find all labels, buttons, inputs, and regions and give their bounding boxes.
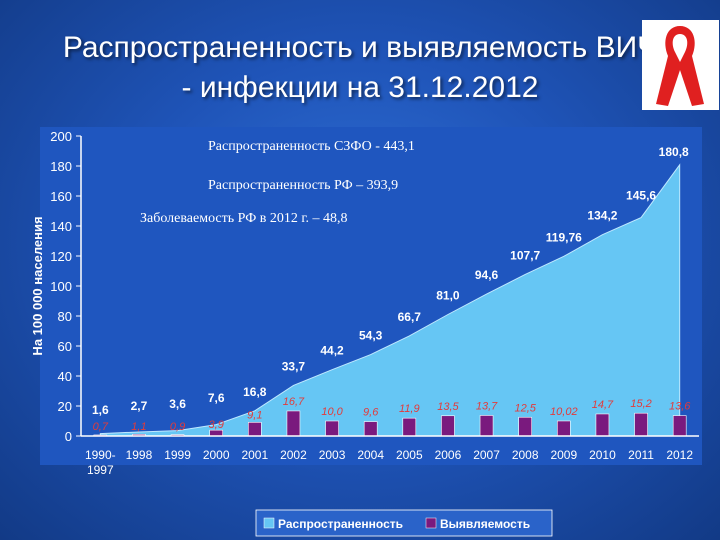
prevalence-value-label: 7,6 [208,391,225,405]
detection-bar [634,412,648,437]
detection-bar [441,415,455,437]
annotation-szfo: Распространенность СЗФО - 443,1 [208,139,415,154]
x-tick-label: 2003 [319,448,346,462]
prevalence-value-label: 180,8 [659,145,689,159]
detection-value-label: 9,6 [363,407,379,419]
detection-value-label: 16,7 [283,396,305,408]
x-tick-label: 2006 [435,448,462,462]
legend-box [255,509,553,537]
x-tick-label: 2004 [357,448,384,462]
x-tick-label: 2001 [241,448,268,462]
detection-value-label: 1,1 [131,421,146,433]
prevalence-value-label: 119,76 [546,230,582,244]
y-tick-label: 140 [50,219,72,234]
x-tick-label: 2009 [550,448,577,462]
x-tick-label: 2010 [589,448,616,462]
prevalence-value-label: 2,7 [131,399,148,413]
legend-label-prevalence: Распространенность [278,517,403,531]
x-tick-label: 2007 [473,448,500,462]
y-tick-label: 20 [58,399,72,414]
prevalence-value-label: 3,6 [169,397,186,411]
legend-swatch-prevalence [263,517,275,529]
prevalence-value-label: 16,8 [243,385,267,399]
x-tick-label: 1999 [164,448,191,462]
prevalence-value-label: 145,6 [626,189,656,203]
detection-bar [248,422,262,437]
y-tick-label: 200 [50,129,72,144]
y-tick-label: 60 [58,339,72,354]
slide-title: Распространенность и выявляемость ВИЧ - … [0,28,720,108]
y-axis-label: На 100 000 населения [30,216,45,355]
detection-value-label: 0,9 [170,421,185,433]
prevalence-area [99,163,681,437]
detection-bar [363,421,378,437]
x-tick-label: 2011 [628,448,654,462]
detection-value-label: 9,1 [247,409,262,421]
detection-value-label: 13,6 [669,401,691,413]
x-tick-label: 2012 [666,448,693,462]
detection-value-label: 13,5 [437,401,459,413]
detection-bar [479,415,494,437]
y-tick-label: 80 [58,309,72,324]
detection-bar [325,420,339,437]
detection-bar [557,420,571,437]
x-tick-label: 2000 [203,448,230,462]
detection-value-label: 0,7 [93,421,109,433]
prevalence-value-label: 81,0 [436,289,460,303]
annotation-rf-prevalence: Распространенность РФ – 393,9 [208,178,398,193]
x-tick-label: 2005 [396,448,423,462]
legend: Распространенность Выявляемость [255,509,553,537]
prevalence-value-label: 44,2 [320,344,344,358]
detection-bar [518,416,532,437]
y-tick-label: 0 [65,429,72,444]
detection-value-label: 10,02 [550,406,578,418]
prevalence-value-label: 134,2 [587,209,617,223]
x-tick-label: 1998 [126,448,153,462]
detection-value-label: 15,2 [630,398,651,410]
x-tick-label: 2008 [512,448,539,462]
red-ribbon-logo [642,20,719,110]
x-tick-label: 1990-1997 [85,448,116,477]
legend-label-detection: Выявляемость [440,517,530,531]
detection-value-label: 13,7 [476,400,498,412]
detection-value-label: 14,7 [592,399,614,411]
detection-bar [672,415,687,437]
x-tick-label: 2002 [280,448,307,462]
detection-value-label: 11,9 [399,403,420,415]
slide-title-line1: Распространенность и выявляемость ВИЧ [62,31,658,64]
prevalence-value-label: 66,7 [398,310,422,324]
y-tick-label: 100 [50,279,72,294]
prevalence-value-label: 1,6 [92,403,109,417]
y-tick-label: 180 [50,159,72,174]
detection-value-label: 3,9 [209,419,224,431]
y-tick-label: 120 [50,249,72,264]
prevalence-value-label: 94,6 [475,268,499,282]
y-tick-label: 160 [50,189,72,204]
slide-title-line2: - инфекции на 31.12.2012 [181,71,539,104]
detection-value-label: 10,0 [321,406,343,418]
red-ribbon-icon [656,26,704,106]
detection-bar [595,413,610,437]
y-tick-label: 40 [58,369,72,384]
prevalence-value-label: 54,3 [359,329,383,343]
detection-bar [402,417,417,437]
prevalence-value-label: 107,7 [510,248,540,262]
annotation-rf-incidence: Заболеваемость РФ в 2012 г. – 48,8 [140,211,348,226]
legend-swatch-detection [425,517,437,529]
detection-bar [286,410,301,437]
prevalence-value-label: 33,7 [282,359,306,373]
detection-value-label: 12,5 [514,402,536,414]
